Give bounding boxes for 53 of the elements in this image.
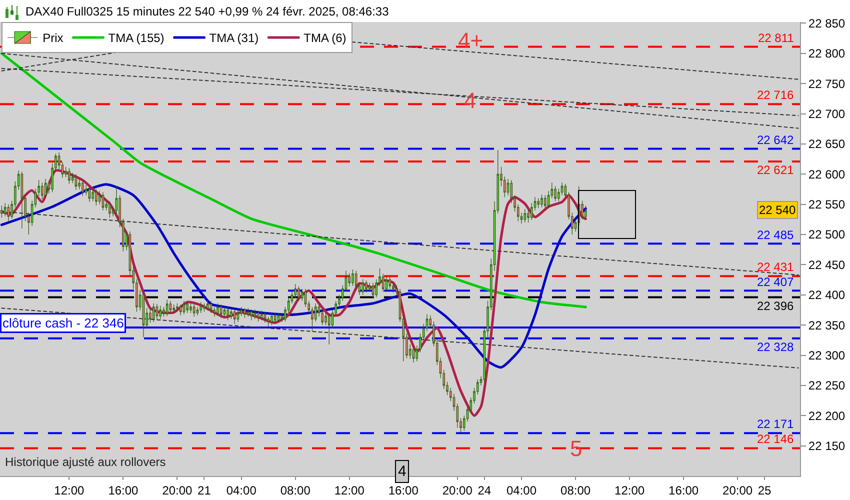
- y-tick-label: 22 600: [808, 167, 846, 182]
- ref-line-label: 22 146: [757, 432, 794, 446]
- annotation: Historique ajusté aux rollovers: [5, 455, 166, 469]
- x-tick-label: 04:00: [506, 483, 537, 498]
- x-tick-label: 20:00: [722, 483, 753, 498]
- ref-line-label: 22 811: [758, 31, 794, 45]
- y-tick-label: 22 650: [808, 137, 846, 152]
- y-tick-label: 22 700: [808, 106, 846, 121]
- ref-line-label: 22 642: [757, 133, 794, 147]
- annotation: 5: [570, 436, 582, 461]
- x-tick-label: 12:00: [614, 483, 645, 498]
- annotation: 4+: [458, 28, 484, 53]
- ref-line-label: 22 621: [757, 163, 794, 177]
- ref-line-label: clôture cash - 22 346: [2, 316, 124, 330]
- x-tick-label: 16:00: [108, 483, 139, 498]
- ref-line-label: 22 485: [757, 228, 794, 242]
- x-tick-label: 20:00: [162, 483, 193, 498]
- y-tick-label: 22 350: [808, 318, 846, 332]
- ref-line-label: 22 171: [757, 417, 794, 431]
- y-tick-label: 22 800: [808, 46, 846, 61]
- chart-title: DAX40 Full0325 15 minutes 22 540 +0,99 % 24 févr. 2025, 08:46:33: [26, 4, 390, 19]
- ref-line-label: 22 396: [757, 299, 794, 313]
- y-tick-label: 22 750: [808, 76, 846, 91]
- legend-label: TMA (31): [209, 31, 259, 46]
- y-tick-label: 22 200: [808, 408, 846, 423]
- x-tick-label: 20:00: [442, 483, 473, 498]
- x-tick-label: 08:00: [560, 483, 591, 498]
- legend-label: TMA (6): [304, 31, 346, 46]
- y-tick-label: 22 150: [808, 439, 846, 454]
- x-tick-label: 21: [198, 483, 212, 498]
- x-tick-label: 12:00: [54, 483, 85, 498]
- y-tick-label: 22 300: [808, 348, 846, 362]
- annotation: 4: [398, 463, 406, 480]
- annotation: 22 540: [759, 203, 796, 217]
- legend-label: TMA (155): [108, 31, 164, 46]
- y-tick-label: 22 500: [808, 228, 846, 242]
- y-tick-label: 22 550: [808, 198, 846, 212]
- x-tick-label: 04:00: [226, 483, 257, 498]
- x-tick-label: 24: [478, 483, 492, 498]
- legend-label: Prix: [42, 31, 64, 46]
- y-tick-label: 22 450: [808, 258, 846, 272]
- ref-line-label: 22 407: [757, 275, 794, 289]
- ref-line-label: 22 328: [757, 340, 794, 354]
- x-tick-label: 12:00: [334, 483, 365, 498]
- y-tick-label: 22 850: [808, 16, 846, 30]
- x-tick-label: 16:00: [388, 483, 419, 498]
- y-tick-label: 22 400: [808, 288, 846, 302]
- y-tick-label: 22 250: [808, 378, 846, 393]
- x-tick-label: 16:00: [668, 483, 699, 498]
- ref-line-label: 22 431: [757, 260, 794, 274]
- ref-line-label: 22 716: [757, 88, 794, 102]
- x-tick-label: 08:00: [280, 483, 311, 498]
- x-tick-label: 25: [758, 483, 772, 498]
